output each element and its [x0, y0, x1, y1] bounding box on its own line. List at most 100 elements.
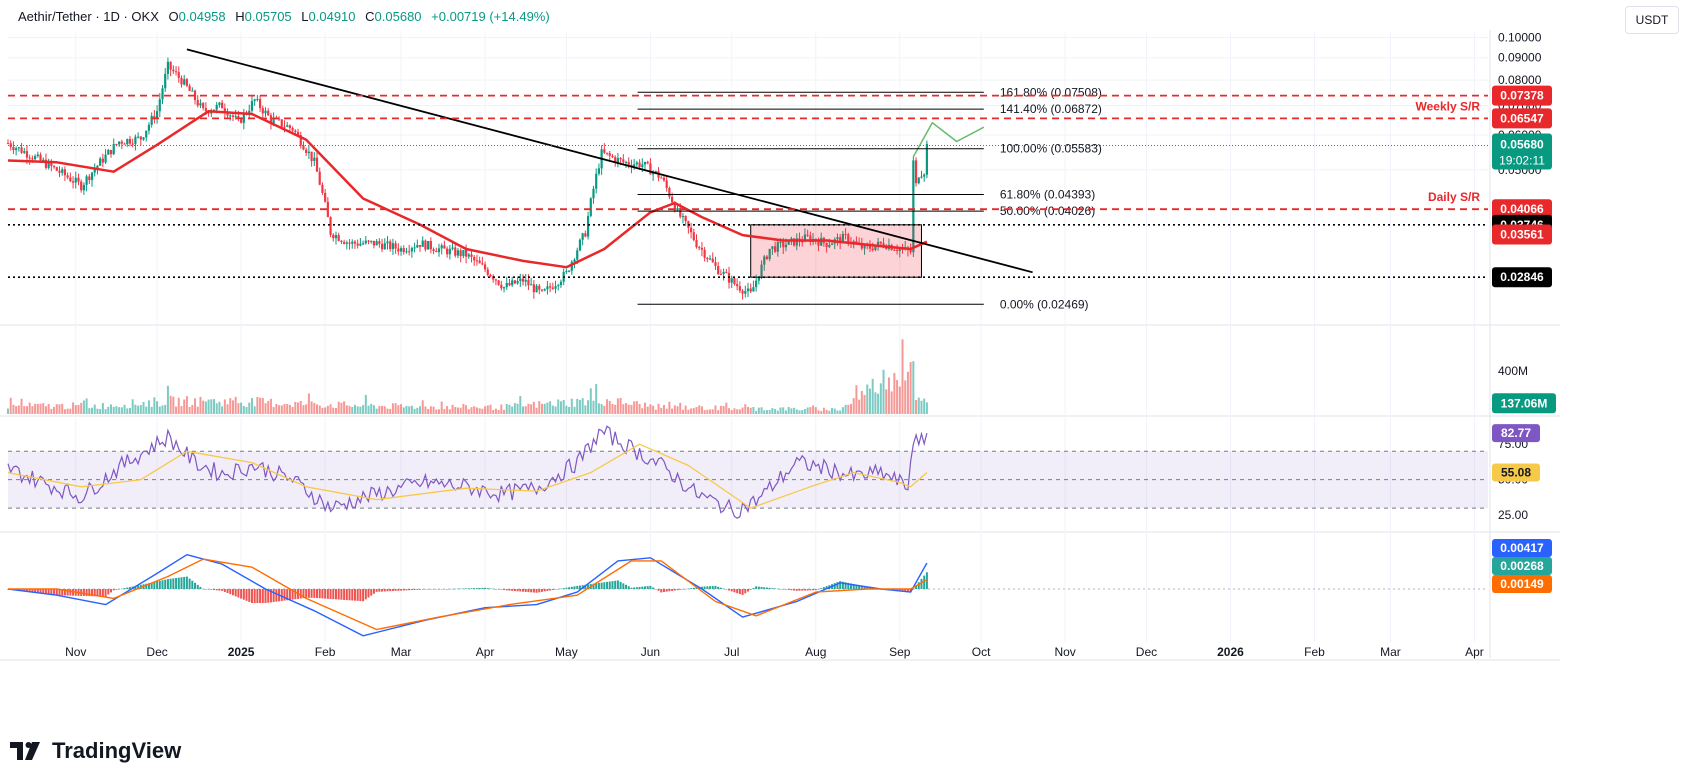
- macd-histogram-bar: [120, 588, 123, 590]
- macd-histogram-bar: [427, 589, 430, 590]
- volume-bar: [576, 398, 579, 414]
- fib-level-label: 141.40% (0.06872): [1000, 102, 1102, 116]
- macd-histogram-bar: [467, 588, 470, 589]
- macd-last-tag: [1492, 575, 1552, 593]
- candle-body: [364, 240, 367, 244]
- volume-bar: [741, 407, 744, 414]
- volume-bar: [844, 404, 847, 414]
- macd-histogram-bar: [801, 589, 804, 591]
- macd-histogram-bar: [137, 585, 140, 589]
- macd-histogram-bar: [679, 589, 682, 590]
- volume-bar: [801, 410, 804, 414]
- volume-bar: [454, 407, 457, 414]
- macd-line: [7, 554, 928, 637]
- candle-body: [581, 233, 584, 240]
- volume-bar: [240, 402, 243, 414]
- candle-body: [313, 157, 316, 161]
- volume-bar: [359, 406, 362, 414]
- candle-body: [635, 162, 638, 165]
- currency-button[interactable]: USDT: [1625, 6, 1679, 34]
- volume-bar: [627, 404, 630, 414]
- macd-histogram-bar: [687, 588, 690, 590]
- candle-body: [250, 101, 254, 111]
- volume-bar: [39, 403, 42, 414]
- volume-bar: [600, 404, 603, 414]
- volume-bar: [912, 361, 915, 414]
- candle-body: [139, 136, 142, 140]
- volume-bar: [343, 401, 346, 414]
- candle-body: [305, 149, 308, 153]
- candle-body: [671, 196, 674, 203]
- volume-bar: [85, 398, 88, 414]
- candle-body: [299, 135, 302, 146]
- macd-histogram-bar: [237, 589, 240, 598]
- volume-bar: [96, 408, 99, 414]
- macd-histogram-bar: [91, 589, 94, 597]
- volume-bar: [310, 401, 313, 414]
- candle-body: [689, 227, 693, 233]
- fib-level-label: 50.00% (0.04026): [1000, 204, 1095, 218]
- macd-histogram-bar: [587, 584, 590, 589]
- macd-histogram-bar: [378, 589, 381, 592]
- candle-body: [673, 202, 676, 211]
- macd-histogram-bar: [779, 589, 782, 590]
- macd-histogram-bar: [700, 586, 703, 589]
- volume-bar: [706, 409, 709, 414]
- macd-histogram-bar: [351, 589, 354, 601]
- candle-body: [36, 154, 39, 157]
- macd-histogram-bar: [259, 589, 262, 604]
- candle-body: [855, 241, 858, 243]
- candle-body: [302, 145, 305, 150]
- volume-bar: [180, 406, 183, 414]
- level-price-tag: [1492, 267, 1552, 288]
- candle-body: [898, 248, 901, 252]
- volume-bar: [606, 399, 609, 414]
- candle-body: [155, 111, 159, 120]
- volume-bar: [722, 405, 725, 414]
- volume-bar: [467, 409, 470, 414]
- volume-bar: [920, 400, 923, 414]
- macd-histogram-bar: [267, 589, 270, 603]
- volume-bar: [446, 406, 449, 414]
- candle-body: [543, 289, 546, 291]
- candle-body: [554, 286, 557, 289]
- macd-histogram-bar: [912, 588, 915, 590]
- macd-histogram-bar: [733, 589, 736, 593]
- volume-bar: [822, 407, 825, 414]
- candle-body: [567, 270, 571, 272]
- volume-bar: [589, 388, 592, 414]
- macd-histogram-bar: [546, 589, 549, 591]
- macd-histogram-bar: [264, 589, 267, 604]
- macd-histogram-bar: [150, 582, 153, 589]
- macd-histogram-bar: [768, 587, 771, 589]
- volume-bar: [795, 409, 798, 414]
- x-tick-label: Jun: [641, 645, 660, 659]
- candle-body: [240, 118, 243, 123]
- macd-histogram-bar: [118, 589, 121, 590]
- candle-body: [711, 258, 714, 263]
- candle-body: [112, 144, 115, 155]
- volume-bar: [318, 405, 321, 414]
- volume-bar: [673, 405, 676, 414]
- x-tick-label: May: [555, 645, 578, 659]
- open-value: 0.04958: [178, 9, 226, 24]
- volume-bar: [809, 407, 812, 414]
- x-tick-label: Dec: [146, 645, 167, 659]
- macd-histogram-bar: [814, 589, 817, 591]
- candle-body: [779, 241, 782, 243]
- macd-histogram-bar: [554, 589, 557, 590]
- volume-bar: [790, 408, 793, 414]
- candle-body: [71, 181, 75, 183]
- volume-bar: [906, 371, 909, 414]
- candle-body: [676, 207, 679, 211]
- candle-body: [874, 245, 877, 251]
- x-tick-label: 2025: [228, 645, 255, 659]
- candle-body: [229, 115, 232, 117]
- volume-bar: [413, 408, 416, 414]
- macd-histogram-bar: [234, 589, 237, 597]
- candle-body: [508, 283, 511, 286]
- volume-bar: [375, 408, 378, 414]
- volume-bar: [161, 405, 164, 414]
- macd-histogram-bar: [738, 589, 741, 595]
- volume-bar: [207, 399, 210, 414]
